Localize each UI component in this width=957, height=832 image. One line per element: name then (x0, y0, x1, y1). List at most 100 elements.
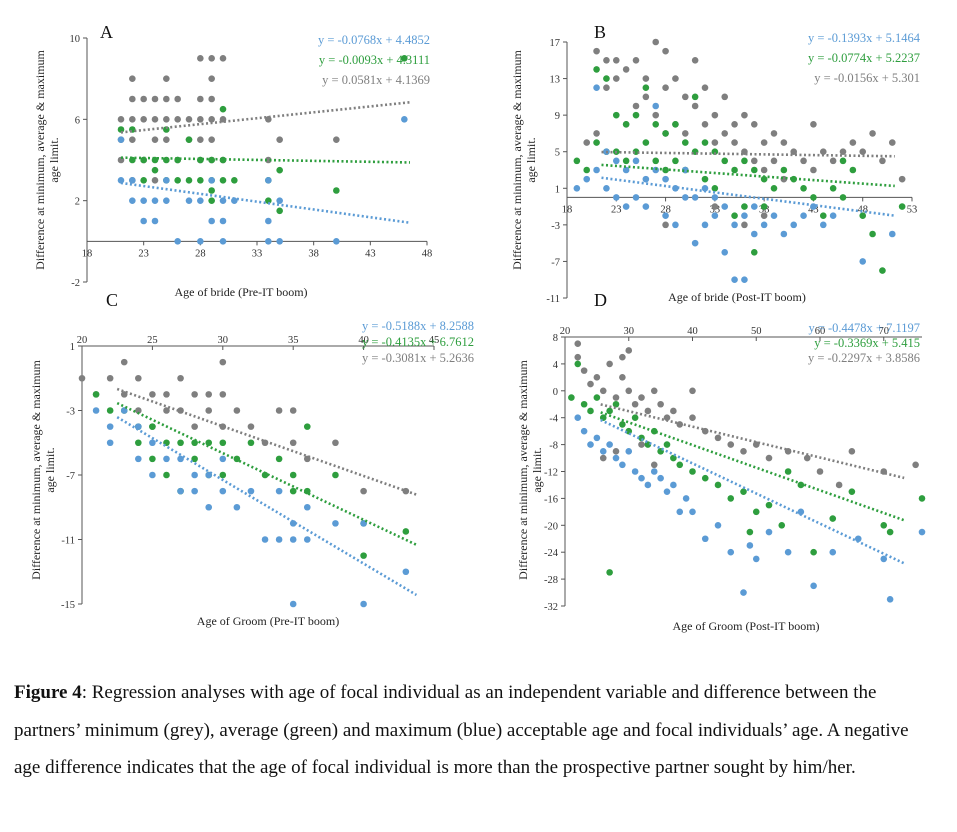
data-point-grey (360, 487, 367, 495)
data-point-green (740, 488, 747, 495)
data-point-grey (140, 116, 147, 123)
data-point-blue (760, 221, 768, 229)
data-point-blue (721, 203, 729, 210)
data-point-green (163, 471, 170, 479)
data-point-grey (289, 407, 297, 414)
data-point-green (898, 203, 906, 210)
data-point-green (583, 166, 591, 174)
data-point-blue (765, 528, 773, 536)
data-point-blue (149, 439, 156, 447)
data-point-green (219, 177, 227, 184)
data-point-blue (740, 589, 747, 596)
data-point-green (829, 515, 837, 522)
data-point-blue (106, 423, 114, 430)
data-point-grey (174, 95, 181, 103)
data-point-blue (135, 455, 142, 463)
data-point-blue (632, 157, 640, 165)
data-point-blue (163, 177, 170, 184)
data-point-green (177, 439, 184, 447)
data-point-grey (632, 56, 640, 64)
data-point-grey (208, 136, 215, 143)
data-point-green (149, 423, 156, 430)
data-point-blue (140, 217, 147, 225)
data-point-green (568, 394, 575, 401)
x-tick-label: 30 (624, 326, 635, 337)
data-point-grey (721, 130, 729, 137)
data-point-grey (78, 374, 86, 382)
data-point-green (879, 267, 886, 274)
data-point-grey (191, 423, 198, 430)
data-point-green (672, 157, 679, 165)
data-point-blue (622, 203, 630, 210)
data-point-grey (120, 358, 128, 366)
data-point-grey (163, 75, 170, 82)
data-point-green (691, 93, 699, 101)
data-point-grey (888, 139, 896, 146)
data-point-green (672, 120, 679, 128)
data-point-blue (810, 582, 817, 590)
x-tick-label: 70 (879, 326, 890, 337)
data-point-grey (770, 130, 778, 137)
x-tick-label: 50 (751, 326, 762, 337)
data-point-blue (275, 536, 283, 543)
x-tick-label: 53 (907, 204, 918, 215)
data-point-green (810, 548, 817, 556)
data-point-blue (197, 238, 204, 245)
x-tick-label: 35 (288, 335, 299, 346)
data-point-blue (676, 508, 684, 516)
series-blue (117, 116, 408, 245)
data-point-grey (859, 148, 867, 156)
data-point-blue (219, 455, 227, 463)
data-point-green (606, 407, 613, 415)
data-point-grey (593, 130, 600, 137)
data-point-blue (780, 230, 788, 238)
equation-blue: y = -0.0768x + 4.4852 (318, 33, 430, 47)
data-point-blue (276, 238, 283, 245)
y-tick-label: 0 (553, 387, 558, 398)
data-point-green (752, 508, 760, 516)
data-point-grey (583, 139, 591, 146)
data-point-blue (682, 495, 690, 502)
y-tick-label: 6 (75, 115, 80, 126)
data-point-green (880, 522, 888, 529)
figure-caption: Figure 4: Regression analyses with age o… (14, 674, 934, 787)
data-point-grey (332, 439, 339, 447)
data-point-green (711, 148, 719, 156)
series-blue (574, 414, 926, 603)
data-point-grey (848, 448, 856, 455)
data-point-grey (691, 56, 699, 64)
data-point-grey (803, 454, 811, 462)
data-point-blue (770, 212, 778, 220)
data-point-blue (752, 555, 760, 563)
data-point-green (663, 441, 671, 448)
data-point-grey (650, 387, 658, 395)
data-point-blue (174, 238, 181, 245)
data-point-blue (918, 528, 926, 536)
data-point-blue (149, 471, 156, 479)
caption-text: : Regression analyses with age of focal … (14, 682, 909, 778)
data-point-green (275, 455, 283, 463)
data-point-green (810, 194, 817, 201)
x-tick-label: 40 (687, 326, 698, 337)
trendline-blue (601, 176, 895, 217)
data-point-green (780, 166, 788, 174)
data-point-blue (681, 194, 689, 201)
x-tick-label: 38 (759, 204, 770, 215)
data-point-grey (638, 394, 645, 401)
data-point-blue (580, 427, 588, 435)
data-point-grey (612, 448, 620, 455)
x-tick-label: 38 (308, 248, 319, 259)
data-point-grey (740, 448, 747, 455)
data-point-green (631, 414, 639, 422)
data-point-green (219, 105, 227, 113)
x-tick-label: 28 (195, 248, 206, 259)
data-point-grey (129, 95, 136, 103)
data-point-grey (174, 116, 181, 123)
data-point-blue (662, 212, 669, 220)
data-point-blue (663, 488, 671, 495)
data-point-grey (760, 212, 768, 220)
data-point-grey (197, 136, 204, 143)
data-point-green (219, 439, 227, 447)
data-point-grey (247, 423, 255, 430)
data-point-grey (750, 157, 758, 165)
